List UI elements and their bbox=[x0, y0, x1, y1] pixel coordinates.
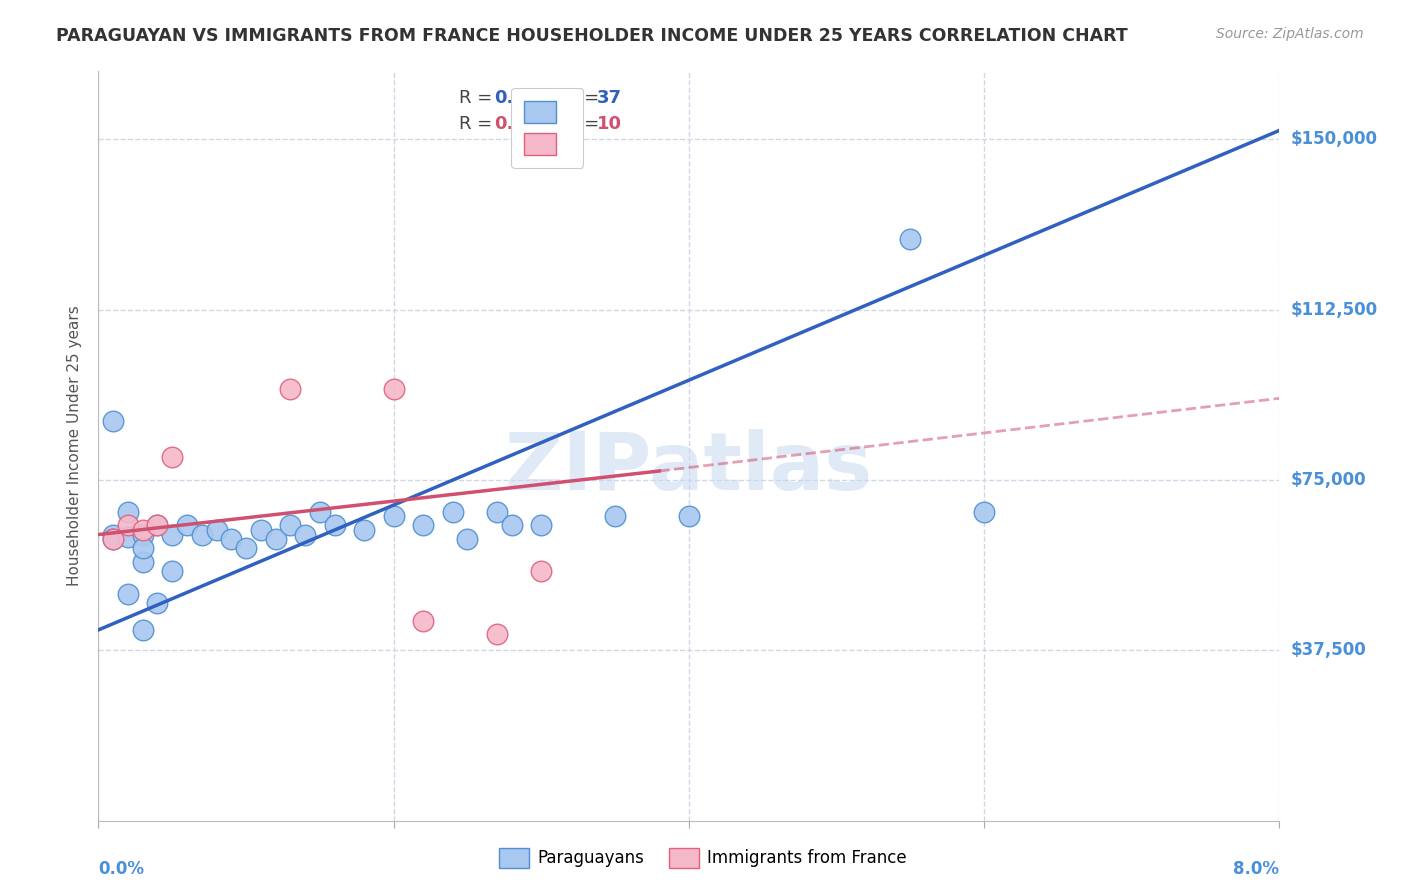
Point bbox=[221, 532, 243, 546]
Point bbox=[605, 509, 627, 524]
Point bbox=[103, 527, 125, 541]
Point bbox=[176, 518, 198, 533]
Point bbox=[412, 518, 434, 533]
Point bbox=[132, 623, 155, 637]
Text: N =: N = bbox=[565, 115, 605, 133]
Point bbox=[441, 505, 464, 519]
Point bbox=[900, 232, 922, 246]
Point bbox=[678, 509, 700, 524]
Point bbox=[412, 614, 434, 628]
Text: N =: N = bbox=[565, 88, 605, 106]
Text: ZIPatlas: ZIPatlas bbox=[505, 429, 873, 508]
Point bbox=[530, 564, 553, 578]
Point bbox=[280, 382, 302, 396]
Point bbox=[146, 596, 169, 610]
Point bbox=[457, 532, 479, 546]
Text: $37,500: $37,500 bbox=[1291, 641, 1367, 659]
Text: PARAGUAYAN VS IMMIGRANTS FROM FRANCE HOUSEHOLDER INCOME UNDER 25 YEARS CORRELATI: PARAGUAYAN VS IMMIGRANTS FROM FRANCE HOU… bbox=[56, 27, 1128, 45]
Point bbox=[117, 505, 139, 519]
Point bbox=[309, 505, 332, 519]
Point bbox=[235, 541, 257, 556]
Point bbox=[103, 532, 125, 546]
Point bbox=[191, 527, 214, 541]
Point bbox=[353, 523, 375, 537]
Point bbox=[486, 627, 509, 641]
Text: 0.553: 0.553 bbox=[494, 88, 551, 106]
Point bbox=[973, 505, 995, 519]
Point bbox=[250, 523, 273, 537]
Point bbox=[280, 518, 302, 533]
Point bbox=[162, 564, 183, 578]
Legend: , : , bbox=[512, 88, 583, 168]
Point bbox=[205, 523, 228, 537]
Point bbox=[132, 527, 155, 541]
Point bbox=[132, 523, 155, 537]
Point bbox=[382, 509, 405, 524]
Text: $150,000: $150,000 bbox=[1291, 130, 1378, 148]
Y-axis label: Householder Income Under 25 years: Householder Income Under 25 years bbox=[67, 306, 83, 586]
Point bbox=[162, 450, 183, 465]
Point bbox=[382, 382, 405, 396]
Point bbox=[162, 527, 183, 541]
Text: 37: 37 bbox=[596, 88, 621, 106]
Point bbox=[294, 527, 316, 541]
Point bbox=[486, 505, 509, 519]
Point bbox=[103, 532, 125, 546]
Legend: Paraguayans, Immigrants from France: Paraguayans, Immigrants from France bbox=[492, 841, 914, 875]
Point bbox=[103, 414, 125, 428]
Point bbox=[530, 518, 553, 533]
Text: Source: ZipAtlas.com: Source: ZipAtlas.com bbox=[1216, 27, 1364, 41]
Point bbox=[323, 518, 346, 533]
Point bbox=[146, 518, 169, 533]
Text: 0.0%: 0.0% bbox=[98, 860, 145, 878]
Text: 0.327: 0.327 bbox=[494, 115, 551, 133]
Text: $112,500: $112,500 bbox=[1291, 301, 1378, 318]
Text: $75,000: $75,000 bbox=[1291, 471, 1367, 489]
Text: 10: 10 bbox=[596, 115, 621, 133]
Point bbox=[146, 518, 169, 533]
Point bbox=[117, 518, 139, 533]
Point bbox=[132, 555, 155, 569]
Text: R =: R = bbox=[458, 115, 498, 133]
Point bbox=[501, 518, 523, 533]
Point bbox=[117, 586, 139, 600]
Text: R =: R = bbox=[458, 88, 498, 106]
Point bbox=[117, 530, 139, 544]
Point bbox=[264, 532, 287, 546]
Point bbox=[132, 541, 155, 556]
Text: 8.0%: 8.0% bbox=[1233, 860, 1279, 878]
